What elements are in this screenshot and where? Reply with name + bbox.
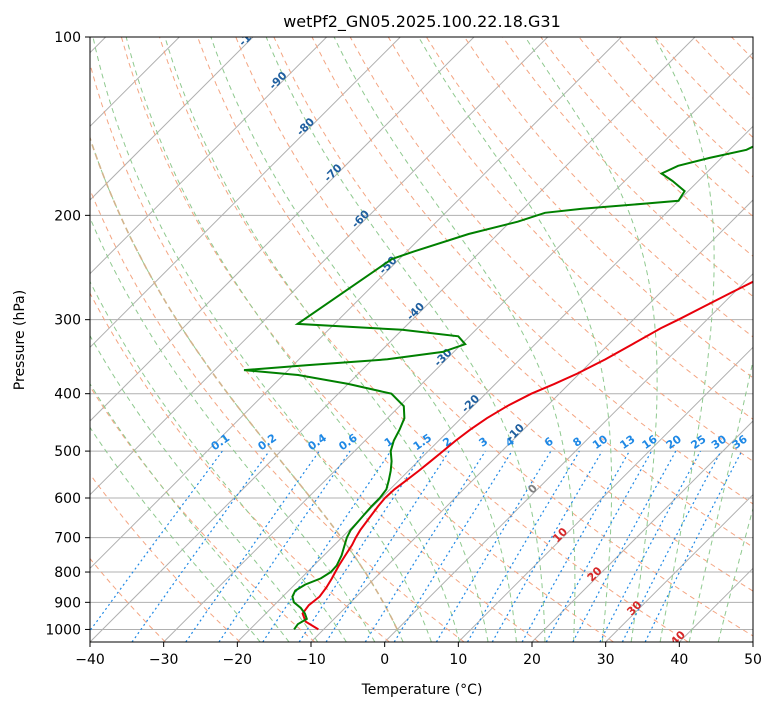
x-tick-label: 10	[449, 652, 467, 668]
mixing-ratio-line	[491, 450, 603, 642]
x-tick-label: 40	[670, 652, 688, 668]
y-tick-label: 100	[54, 30, 81, 46]
moist-adiabat-line	[333, 37, 576, 642]
x-tick-label: 30	[597, 652, 615, 668]
moist-adiabat-line	[90, 382, 290, 642]
y-axis-title: Pressure (hPa)	[12, 290, 28, 390]
plot-frame	[89, 36, 754, 643]
mixing-ratio-line	[90, 450, 223, 632]
chart-title: wetPf2_GN05.2025.100.22.18.G31	[283, 12, 561, 32]
dry-adiabat-line	[349, 37, 753, 462]
x-tick-label: −10	[296, 652, 326, 668]
y-axis: 100 200 300 400 500 600 700 800 900 1000	[45, 30, 90, 638]
mixing-ratio-line	[325, 450, 450, 642]
freezing-reference-line	[90, 135, 398, 630]
dry-adiabat-line	[90, 557, 166, 642]
x-tick-label: −20	[223, 652, 253, 668]
isotherm-line	[531, 420, 753, 642]
y-tick-label: 600	[54, 491, 81, 507]
isotherm-line	[236, 125, 753, 642]
dry-adiabat-line	[197, 37, 753, 637]
moist-adiabat-line	[524, 37, 658, 642]
temperature-profile-line	[301, 280, 753, 631]
isotherm-line	[457, 346, 753, 642]
y-tick-label: 900	[54, 595, 81, 611]
mixing-ratio-line	[521, 450, 631, 642]
y-tick-label: 700	[54, 531, 81, 547]
y-tick-label: 500	[54, 444, 81, 460]
dry-adiabat-line	[311, 37, 753, 505]
y-tick-label: 1000	[45, 622, 81, 638]
x-axis: −40 −30 −20 −10 0 10 20 30 40 50	[75, 642, 762, 668]
isotherm-line	[90, 37, 622, 570]
mixing-ratio-line	[185, 450, 320, 642]
isotherm-line	[310, 199, 753, 642]
mixing-ratio-line	[364, 450, 486, 642]
y-tick-label: 400	[54, 387, 81, 403]
y-tick-label: 300	[54, 313, 81, 329]
mixing-ratio-line	[644, 450, 743, 642]
plot-area: 0.10.20.40.611.52346810131620253036-100-…	[90, 20, 753, 642]
dry-adiabat-line	[273, 37, 753, 548]
x-tick-label: −40	[75, 652, 105, 668]
y-tick-label: 200	[54, 208, 81, 224]
moist-adiabat-line	[90, 216, 376, 642]
dry-adiabat-line	[90, 188, 465, 642]
isotherm-line	[163, 51, 753, 642]
isotherm-line	[90, 37, 475, 422]
moist-adiabat-line	[210, 37, 517, 642]
moist-adiabat-line	[90, 426, 261, 642]
mixing-ratio-line	[572, 450, 677, 642]
dry-adiabat-line	[90, 292, 390, 642]
moist-adiabat-line	[265, 37, 546, 642]
mixing-ratio-line	[435, 450, 552, 642]
x-tick-label: 50	[744, 652, 762, 668]
x-tick-label: 0	[380, 652, 389, 668]
isotherm-line	[605, 493, 753, 642]
isotherm-line	[90, 37, 401, 349]
isotherm-line	[90, 37, 328, 275]
x-tick-label: 20	[523, 652, 541, 668]
moist-adiabat-line	[418, 37, 613, 642]
isotherm-line	[90, 37, 696, 642]
isotherm-line	[90, 37, 549, 496]
isotherm-line	[90, 37, 254, 201]
mixing-ratio-line	[131, 450, 270, 642]
dry-adiabat-line	[90, 62, 540, 642]
mixing-ratio-line	[545, 450, 653, 642]
mixing-ratio-line	[466, 450, 580, 642]
mixing-ratio-line	[599, 450, 702, 642]
dry-adiabat-label: -100	[236, 20, 265, 49]
moist-adiabat-line	[90, 334, 319, 642]
mixing-ratio-line	[393, 450, 513, 642]
dry-adiabat-line	[464, 37, 753, 338]
x-tick-label: −30	[149, 652, 179, 668]
x-axis-title: Temperature (°C)	[361, 682, 483, 698]
dry-adiabat-line	[120, 37, 614, 642]
dewpoint-profile-line	[243, 145, 753, 630]
moist-adiabat-line	[653, 37, 715, 642]
dry-adiabat-line	[159, 37, 689, 642]
moist-adiabat-line	[164, 37, 489, 642]
isotherm-line	[384, 272, 753, 642]
dry-adiabat-line	[235, 37, 753, 592]
y-tick-label: 800	[54, 565, 81, 581]
mixing-ratio-line	[621, 450, 722, 642]
moist-adiabat-line	[92, 37, 432, 642]
mixing-ratio-line	[298, 450, 425, 642]
dry-adiabat-line	[90, 473, 241, 642]
